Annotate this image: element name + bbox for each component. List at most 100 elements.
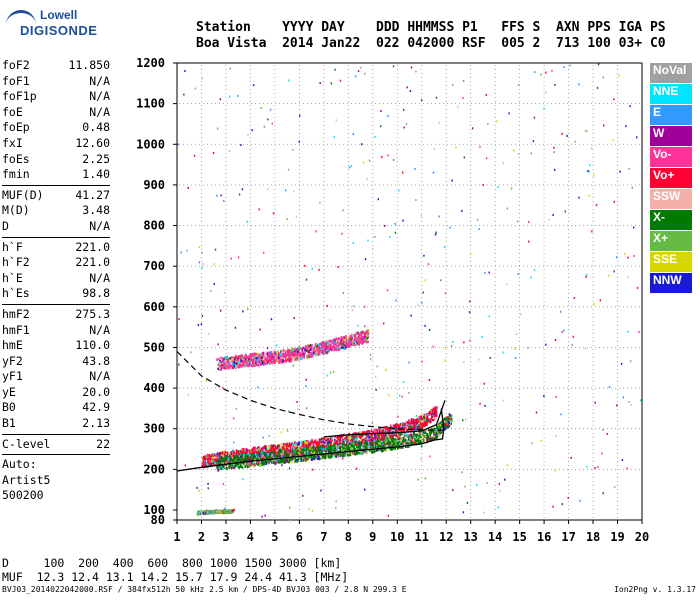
echo-point — [403, 439, 405, 442]
echo-point — [238, 355, 240, 358]
echo-point — [339, 446, 341, 450]
param-row: MUF(D) 41.27 — [2, 188, 110, 204]
echo-point — [307, 344, 309, 347]
echo-point — [307, 440, 309, 443]
echo-point — [293, 441, 296, 444]
echo-point — [281, 353, 284, 356]
echo-point — [304, 459, 307, 462]
echo-point — [292, 350, 294, 353]
echo-point — [233, 455, 236, 458]
echo-point — [310, 353, 313, 357]
echo-point — [325, 450, 327, 454]
echo-point — [228, 511, 231, 514]
echo-point — [388, 443, 390, 446]
echo-point — [262, 460, 264, 464]
echo-point — [219, 360, 221, 363]
echo-point — [371, 434, 374, 437]
param-label: h`E — [2, 270, 23, 285]
echo-point — [248, 465, 251, 468]
echo-point — [440, 421, 443, 425]
echo-point — [322, 349, 325, 352]
echo-point — [316, 457, 319, 460]
echo-point — [362, 336, 365, 339]
echo-point — [254, 361, 257, 365]
echo-point — [273, 350, 276, 353]
echo-point — [282, 361, 284, 364]
echo-point — [223, 364, 226, 367]
echo-point — [357, 441, 359, 444]
echo-point — [259, 357, 262, 360]
echo-point — [359, 448, 362, 451]
echo-point — [389, 440, 391, 444]
echo-point — [319, 440, 321, 444]
echo-point — [274, 449, 276, 452]
echo-point — [292, 456, 295, 460]
echo-point — [439, 425, 441, 429]
echo-point — [265, 448, 268, 452]
echo-point — [439, 424, 442, 427]
echo-point — [266, 357, 269, 360]
echo-point — [435, 429, 438, 432]
param-row: foEp 0.48 — [2, 120, 110, 136]
echo-point — [361, 451, 363, 454]
echo-point — [272, 359, 274, 363]
echo-point — [219, 511, 221, 514]
echo-point — [406, 433, 408, 437]
x-tick-label: 8 — [345, 530, 352, 544]
param-row: yF1 N/A — [2, 369, 110, 385]
echo-point — [312, 457, 315, 460]
echo-point — [354, 443, 356, 446]
echo-point — [417, 420, 419, 424]
echo-point — [254, 352, 257, 355]
echo-point — [251, 363, 253, 366]
param-value: 2.25 — [82, 151, 110, 166]
echo-point — [414, 419, 416, 422]
echo-point — [442, 427, 444, 430]
echo-point — [373, 436, 376, 439]
echo-point — [284, 450, 287, 453]
echo-point — [198, 511, 201, 514]
echo-point — [256, 453, 259, 457]
echo-point — [235, 362, 238, 366]
echo-point — [212, 510, 215, 513]
echo-point — [256, 457, 259, 460]
echo-point — [277, 351, 280, 355]
echo-point — [373, 439, 376, 442]
echo-point — [349, 336, 351, 340]
echo-point — [320, 440, 322, 443]
echo-point — [355, 436, 357, 440]
echo-point — [216, 358, 218, 362]
echo-point — [219, 456, 221, 459]
echo-point — [218, 452, 221, 455]
echo-point — [204, 456, 206, 459]
param-label: foF2 — [2, 58, 30, 72]
echo-point — [344, 443, 346, 447]
echo-point — [239, 356, 241, 359]
echo-point — [351, 336, 353, 340]
echo-point — [257, 458, 259, 461]
echo-point — [333, 444, 336, 447]
echo-point — [371, 439, 374, 443]
echo-point — [360, 438, 362, 442]
digisonde-logo: Lowell DIGISONDE — [6, 8, 97, 44]
echo-point — [223, 510, 225, 513]
echo-point — [273, 353, 276, 356]
echo-point — [239, 452, 242, 456]
echo-point — [249, 462, 252, 465]
echo-point — [433, 418, 435, 422]
echo-point — [306, 446, 308, 449]
echo-point — [302, 444, 305, 447]
echo-point — [249, 450, 252, 453]
echo-point — [355, 441, 357, 444]
echo-point — [266, 461, 268, 464]
echo-point — [378, 449, 380, 452]
echo-point — [223, 362, 226, 366]
echo-point — [325, 342, 327, 345]
echo-point — [217, 510, 220, 513]
echo-point — [396, 424, 398, 427]
echo-point — [319, 446, 321, 449]
echo-point — [420, 430, 423, 434]
echo-point — [435, 433, 438, 436]
echo-point — [359, 341, 362, 344]
echo-point — [386, 430, 389, 434]
